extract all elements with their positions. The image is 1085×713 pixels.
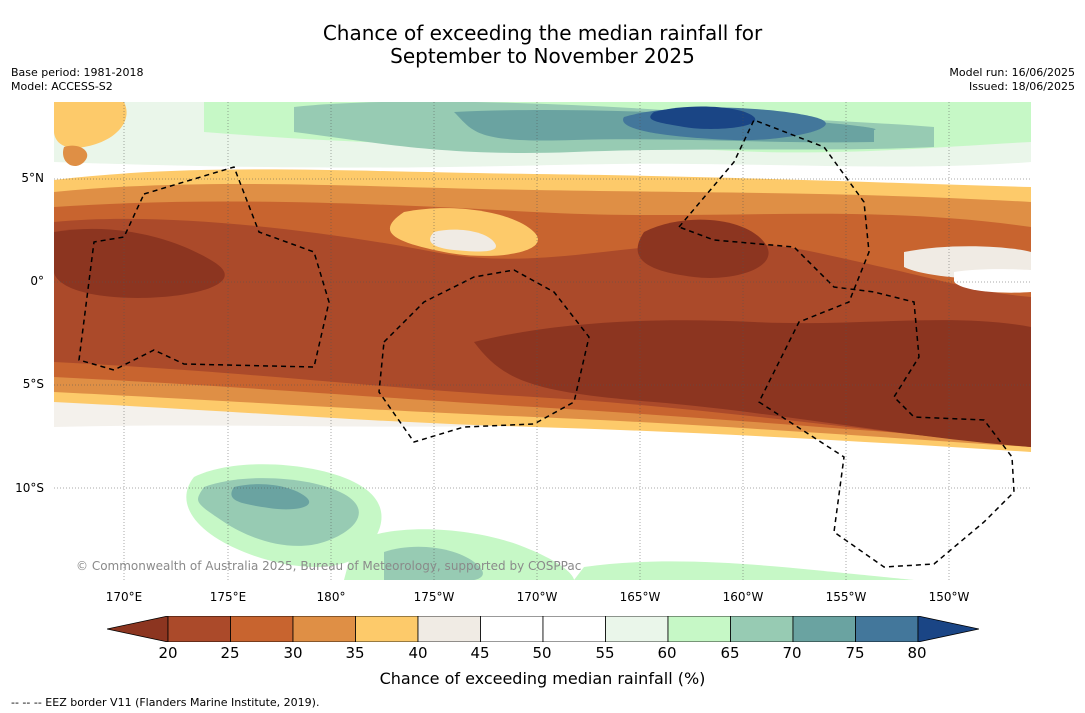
meta-left: Base period: 1981-2018 Model: ACCESS-S2	[11, 66, 143, 94]
colorbar-segment	[667, 616, 731, 642]
colorbar-segment	[730, 616, 794, 642]
map-title: Chance of exceeding the median rainfall …	[0, 22, 1085, 68]
colorbar-segment	[355, 616, 419, 642]
eez-border-west	[78, 166, 330, 371]
colorbar-segment	[230, 616, 294, 642]
colorbar-tick-70: 70	[782, 644, 802, 662]
map-canvas	[54, 102, 1031, 580]
rainfall-map: © Commonwealth of Australia 2025, Bureau…	[54, 102, 1031, 580]
colorbar-segment	[417, 616, 481, 642]
lon-label-170w: 170°W	[516, 590, 558, 604]
lat-label-5n: 5°N	[21, 171, 44, 185]
colorbar-tick-25: 25	[220, 644, 240, 662]
model-text: Model: ACCESS-S2	[11, 80, 113, 93]
colorbar-tick-40: 40	[408, 644, 428, 662]
colorbar-segment	[605, 616, 669, 642]
colorbar-label: Chance of exceeding median rainfall (%)	[379, 669, 706, 688]
colorbar-tick-75: 75	[845, 644, 865, 662]
lon-label-165w: 165°W	[619, 590, 661, 604]
band-20-north	[637, 219, 769, 278]
eez-border-central	[378, 269, 590, 443]
title-line-2: September to November 2025	[390, 44, 695, 68]
eez-border-east	[677, 119, 1015, 568]
meta-right: Model run: 16/06/2025 Issued: 18/06/2025	[949, 66, 1075, 94]
northern-dark-blue-spot	[650, 106, 756, 129]
eez-legend: -- -- -- EEZ border V11 (Flanders Marine…	[11, 696, 320, 709]
lat-label-5s: 5°S	[22, 377, 44, 391]
colorbar-tick-55: 55	[595, 644, 615, 662]
colorbar-segment	[292, 616, 356, 642]
lon-label-175w: 175°W	[413, 590, 455, 604]
northwest-orange-dot	[63, 145, 88, 167]
lon-label-155w: 155°W	[825, 590, 867, 604]
southern-blue-patch	[231, 484, 310, 510]
lon-label-170e: 170°E	[105, 590, 143, 604]
base-period-text: Base period: 1981-2018	[11, 66, 144, 79]
colorbar-extend-low	[107, 616, 169, 642]
lon-label-150w: 150°W	[928, 590, 970, 604]
northwest-orange-patch	[54, 102, 127, 148]
band-white-patch	[430, 229, 496, 252]
graticule	[54, 102, 1031, 580]
colorbar-tick-65: 65	[720, 644, 740, 662]
colorbar-segment	[542, 616, 606, 642]
issued-text: Issued: 18/06/2025	[968, 80, 1075, 93]
lon-label-180: 180°	[316, 590, 346, 604]
eez-borders	[78, 119, 1015, 568]
colorbar-extend-high	[917, 616, 979, 642]
colorbar-segment	[167, 616, 231, 642]
colorbar-tick-45: 45	[470, 644, 490, 662]
colorbar-tick-30: 30	[283, 644, 303, 662]
colorbar-segment	[792, 616, 856, 642]
lat-label-10s: 10°S	[15, 481, 44, 495]
colorbar	[107, 616, 979, 642]
colorbar-segments	[107, 616, 979, 642]
colorbar-segment	[855, 616, 919, 642]
copyright-credit: © Commonwealth of Australia 2025, Bureau…	[76, 559, 582, 573]
colorbar-tick-20: 20	[158, 644, 178, 662]
band-20-west	[54, 228, 225, 298]
lon-label-175e: 175°E	[209, 590, 247, 604]
band-20-central	[474, 320, 1031, 447]
title-line-1: Chance of exceeding the median rainfall …	[322, 21, 763, 45]
band-light-patch-3	[954, 269, 1031, 293]
colorbar-tick-35: 35	[345, 644, 365, 662]
lat-label-0: 0°	[30, 274, 44, 288]
colorbar-tick-60: 60	[657, 644, 677, 662]
colorbar-tick-50: 50	[532, 644, 552, 662]
southern-green-patch-4	[574, 561, 914, 580]
model-run-text: Model run: 16/06/2025	[949, 66, 1075, 79]
colorbar-segment	[480, 616, 544, 642]
southern-green-patch-3	[384, 546, 483, 580]
colorbar-tick-80: 80	[907, 644, 927, 662]
lon-label-160w: 160°W	[722, 590, 764, 604]
